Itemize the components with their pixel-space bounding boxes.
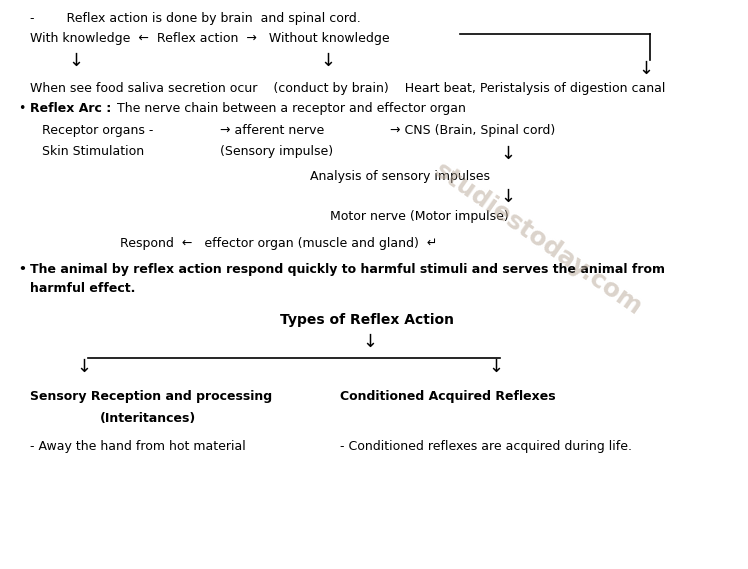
Text: Respond  ←   effector organ (muscle and gland)  ↵: Respond ← effector organ (muscle and gla…: [120, 237, 438, 250]
Text: With knowledge  ←  Reflex action  →   Without knowledge: With knowledge ← Reflex action → Without…: [30, 32, 390, 45]
Text: ↓: ↓: [68, 52, 83, 70]
Text: ↓: ↓: [500, 188, 515, 206]
Text: (Interitances): (Interitances): [100, 412, 196, 425]
Text: •: •: [18, 102, 25, 115]
Text: - Conditioned reflexes are acquired during life.: - Conditioned reflexes are acquired duri…: [340, 440, 632, 453]
Text: Analysis of sensory impulses: Analysis of sensory impulses: [310, 170, 490, 183]
Text: → afferent nerve: → afferent nerve: [220, 124, 324, 137]
Text: studiestoday.com: studiestoday.com: [430, 158, 647, 320]
Text: Skin Stimulation: Skin Stimulation: [42, 145, 144, 158]
Text: ↓: ↓: [488, 358, 503, 376]
Text: → CNS (Brain, Spinal cord): → CNS (Brain, Spinal cord): [390, 124, 555, 137]
Text: ↓: ↓: [500, 145, 515, 163]
Text: The nerve chain between a receptor and effector organ: The nerve chain between a receptor and e…: [113, 102, 466, 115]
Text: ↓: ↓: [362, 333, 377, 351]
Text: ↓: ↓: [638, 60, 653, 78]
Text: The animal by reflex action respond quickly to harmful stimuli and serves the an: The animal by reflex action respond quic…: [30, 263, 665, 276]
Text: - Away the hand from hot material: - Away the hand from hot material: [30, 440, 246, 453]
Text: ↓: ↓: [76, 358, 91, 376]
Text: Receptor organs -: Receptor organs -: [42, 124, 153, 137]
Text: Types of Reflex Action: Types of Reflex Action: [280, 313, 454, 327]
Text: Sensory Reception and processing: Sensory Reception and processing: [30, 390, 272, 403]
Text: When see food saliva secretion ocur    (conduct by brain)    Heart beat, Perista: When see food saliva secretion ocur (con…: [30, 82, 666, 95]
Text: Conditioned Acquired Reflexes: Conditioned Acquired Reflexes: [340, 390, 556, 403]
Text: harmful effect.: harmful effect.: [30, 282, 135, 295]
Text: (Sensory impulse): (Sensory impulse): [220, 145, 333, 158]
Text: ↓: ↓: [320, 52, 335, 70]
Text: •: •: [18, 263, 26, 276]
Text: Motor nerve (Motor impulse): Motor nerve (Motor impulse): [330, 210, 509, 223]
Text: Reflex Arc :: Reflex Arc :: [30, 102, 111, 115]
Text: -        Reflex action is done by brain  and spinal cord.: - Reflex action is done by brain and spi…: [30, 12, 361, 25]
